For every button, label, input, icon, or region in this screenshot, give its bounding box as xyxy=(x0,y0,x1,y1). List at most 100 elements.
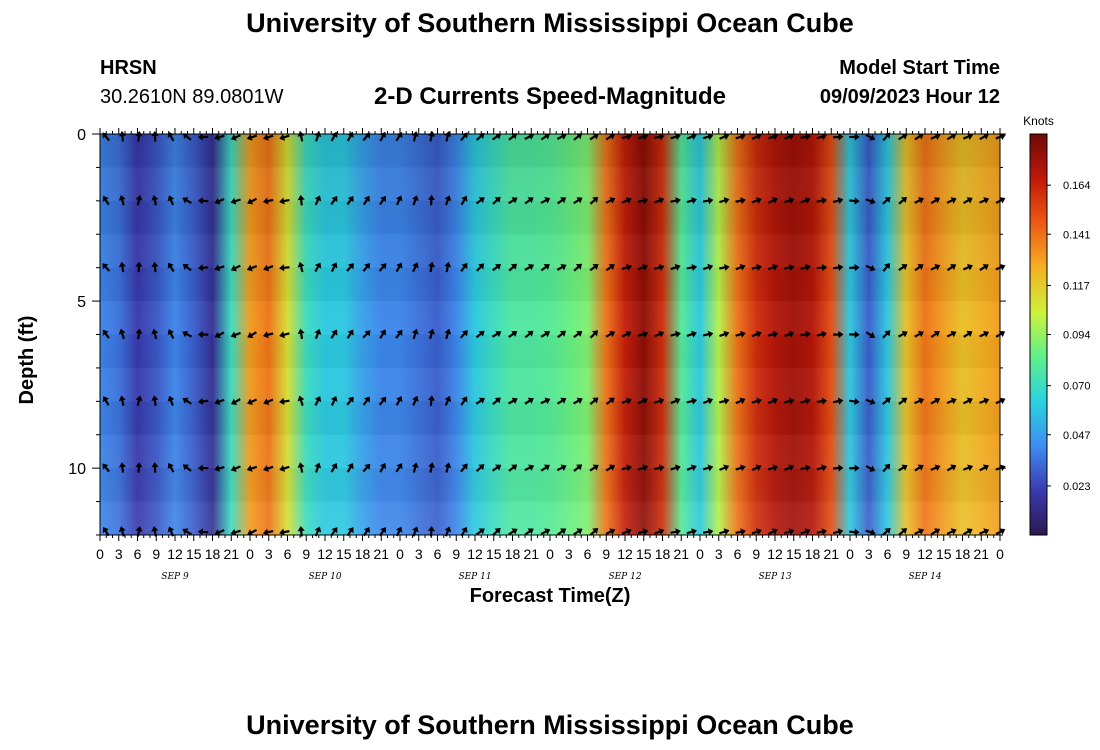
x-tick-label: 18 xyxy=(955,546,971,562)
current-arrow xyxy=(262,331,274,339)
current-arrow xyxy=(882,528,891,536)
current-arrow xyxy=(865,133,876,141)
current-arrow xyxy=(654,464,665,472)
current-arrow xyxy=(637,528,649,536)
x-tick-label: 3 xyxy=(715,546,723,562)
current-arrow xyxy=(182,330,193,338)
current-arrow xyxy=(297,328,305,340)
current-arrow xyxy=(151,328,159,340)
current-arrow xyxy=(784,330,795,338)
current-arrow xyxy=(167,195,175,206)
current-arrow xyxy=(230,331,241,339)
current-arrow xyxy=(735,330,746,338)
current-arrow xyxy=(849,397,860,406)
current-arrow xyxy=(379,329,387,339)
current-arrow xyxy=(540,397,551,405)
x-axis-label: Forecast Time(Z) xyxy=(469,585,631,607)
current-arrow xyxy=(427,194,435,206)
x-tick-label: 3 xyxy=(565,546,573,562)
plot-area xyxy=(99,131,1006,537)
current-arrow xyxy=(686,330,697,338)
current-arrow xyxy=(751,528,762,536)
current-arrow xyxy=(475,197,485,205)
current-arrow xyxy=(427,395,435,406)
current-arrow xyxy=(686,397,698,405)
current-arrow xyxy=(930,263,941,271)
current-arrow xyxy=(262,197,274,205)
depth-band xyxy=(100,468,1000,501)
colorbar: Knots 0.023 0.047 0.070 0.094 0.117 0.141 0.16… xyxy=(1023,114,1091,536)
x-tick-label: 0 xyxy=(396,546,404,562)
current-arrow xyxy=(230,528,241,536)
current-arrow xyxy=(605,464,616,472)
current-arrow xyxy=(167,329,175,340)
x-tick-label: 0 xyxy=(696,546,704,562)
current-arrow xyxy=(247,331,257,339)
current-arrow xyxy=(719,464,730,472)
current-arrow xyxy=(444,328,452,340)
current-arrow xyxy=(247,528,258,536)
current-arrow xyxy=(589,397,599,406)
current-arrow xyxy=(230,197,241,205)
current-arrow xyxy=(118,395,126,406)
current-arrow xyxy=(411,328,419,340)
current-arrow xyxy=(491,330,502,338)
current-arrow xyxy=(135,395,143,406)
current-arrow xyxy=(379,195,387,206)
current-arrow xyxy=(475,397,486,405)
current-arrow xyxy=(182,528,192,536)
current-arrow xyxy=(800,528,811,536)
current-arrow xyxy=(314,462,322,473)
current-arrow xyxy=(719,197,730,204)
current-arrow xyxy=(605,330,616,338)
x-tick-label: 12 xyxy=(167,546,183,562)
depth-band xyxy=(100,234,1000,267)
current-arrow xyxy=(686,197,697,205)
x-tick-label: 6 xyxy=(584,546,592,562)
current-arrow xyxy=(719,397,730,405)
current-arrow xyxy=(346,329,354,339)
colorbar-tick-label: 0.070 xyxy=(1063,381,1091,393)
x-tick-label: 9 xyxy=(152,546,160,562)
current-arrow xyxy=(654,197,665,204)
current-arrow xyxy=(151,462,159,473)
current-arrow xyxy=(832,133,844,141)
current-arrow xyxy=(346,396,354,406)
current-arrow xyxy=(524,464,535,472)
current-arrows xyxy=(102,131,1006,537)
current-arrow xyxy=(800,397,811,405)
current-arrow xyxy=(508,330,518,338)
current-arrow xyxy=(800,197,811,204)
colorbar-tick-label: 0.023 xyxy=(1063,481,1091,493)
x-tick-label: 12 xyxy=(767,546,783,562)
x-tick-label: 15 xyxy=(786,546,802,562)
current-arrow xyxy=(767,464,779,472)
current-arrow xyxy=(784,397,795,405)
current-arrow xyxy=(279,197,290,205)
current-arrow xyxy=(865,197,876,205)
current-arrow xyxy=(702,330,714,338)
current-arrow xyxy=(898,528,908,536)
current-arrow xyxy=(330,131,338,142)
current-arrow xyxy=(197,264,209,272)
current-arrow xyxy=(605,197,616,204)
x-tick-label: 3 xyxy=(115,546,123,562)
current-arrow xyxy=(460,396,468,406)
current-arrow xyxy=(118,261,126,273)
current-arrow xyxy=(556,133,567,140)
current-arrow xyxy=(330,395,338,406)
current-arrow xyxy=(362,330,371,339)
current-arrow xyxy=(263,465,274,472)
current-arrow xyxy=(279,264,290,272)
current-arrow xyxy=(979,264,989,271)
current-arrow xyxy=(412,395,419,406)
current-arrow xyxy=(979,464,989,472)
current-arrow xyxy=(573,464,583,472)
current-arrow xyxy=(767,133,779,141)
current-arrow xyxy=(930,528,941,536)
current-arrow xyxy=(751,197,762,204)
current-arrow xyxy=(882,330,891,339)
day-label: SEP 11 xyxy=(458,572,491,582)
colorbar-tick-label: 0.117 xyxy=(1063,280,1090,292)
current-arrow xyxy=(346,131,354,142)
